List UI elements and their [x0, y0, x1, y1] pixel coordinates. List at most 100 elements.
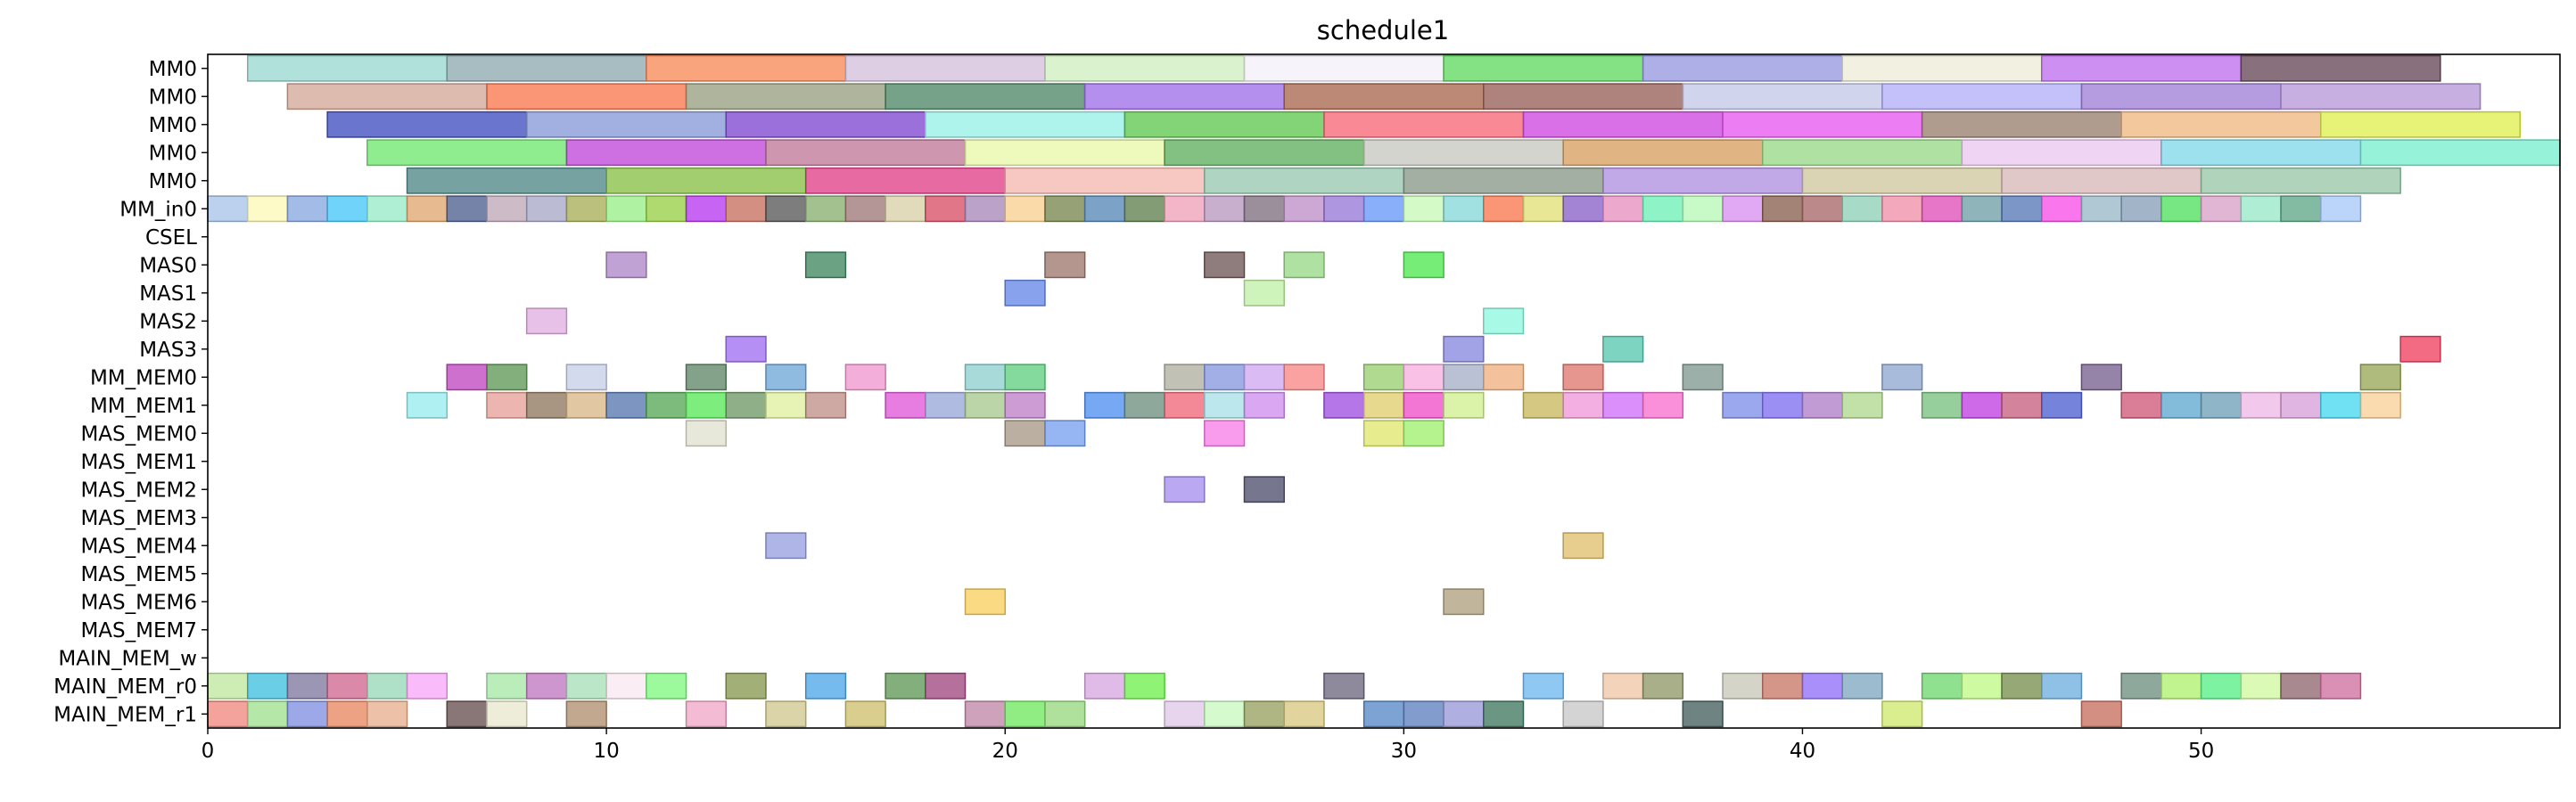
task-bar: [1204, 391, 1246, 419]
task-bar: [1044, 420, 1086, 447]
task-bar: [765, 364, 807, 391]
task-bar: [1602, 335, 1644, 363]
task-bar: [246, 54, 449, 82]
task-bar: [1403, 364, 1444, 391]
y-tick-label: MM0: [149, 86, 197, 109]
task-bar: [1522, 110, 1724, 138]
task-bar: [2080, 364, 2122, 391]
task-bar: [486, 364, 528, 391]
y-tick-label: MAS_MEM4: [80, 535, 197, 558]
task-bar: [1083, 391, 1126, 419]
task-bar: [446, 364, 488, 391]
task-bar: [1921, 391, 1963, 419]
task-bar: [1164, 139, 1365, 167]
task-bar: [525, 195, 568, 223]
task-bar: [725, 391, 767, 419]
task-bar: [1642, 54, 1843, 82]
y-tick-label: MM_MEM0: [90, 366, 197, 389]
task-bar: [1243, 54, 1444, 82]
task-bar: [1762, 195, 1804, 223]
task-bar: [646, 672, 687, 700]
task-bar: [326, 700, 368, 728]
task-bar: [486, 195, 528, 223]
task-bar: [1443, 391, 1485, 419]
task-bar: [2359, 391, 2401, 419]
task-bar: [1004, 364, 1046, 391]
x-tick-label: 0: [202, 740, 215, 763]
task-bar: [1841, 195, 1883, 223]
task-bar: [1123, 391, 1165, 419]
task-bar: [2200, 391, 2243, 419]
task-bar: [1562, 391, 1604, 419]
task-bar: [286, 195, 328, 223]
task-bar: [964, 700, 1006, 728]
task-bar: [1204, 167, 1405, 194]
task-bar: [1243, 364, 1285, 391]
task-bar: [1323, 391, 1365, 419]
task-bar: [885, 391, 926, 419]
task-bar: [1362, 420, 1405, 447]
task-bar: [2001, 391, 2043, 419]
task-bar: [804, 167, 1006, 194]
task-bar: [2080, 700, 2122, 728]
task-bar: [2120, 195, 2162, 223]
y-tick-label: MAIN_MEM_r1: [53, 703, 197, 726]
task-bar: [1044, 700, 1086, 728]
y-tick-label: MAS_MEM5: [80, 563, 197, 586]
task-bar: [925, 110, 1126, 138]
task-bar: [804, 391, 847, 419]
task-bar: [885, 672, 926, 700]
task-bar: [1483, 700, 1525, 728]
task-bar: [406, 167, 607, 194]
task-bar: [1243, 195, 1285, 223]
task-bar: [925, 195, 967, 223]
task-bar: [486, 672, 528, 700]
task-bar: [366, 139, 568, 167]
task-bar: [2001, 672, 2043, 700]
task-bar: [486, 700, 528, 728]
task-bar: [1164, 195, 1206, 223]
task-bar: [1722, 110, 1923, 138]
task-bar: [1083, 83, 1285, 110]
y-tick-label: MAS_MEM2: [80, 479, 197, 502]
task-bar: [326, 195, 368, 223]
task-bar: [1283, 251, 1325, 279]
task-bar: [1362, 700, 1405, 728]
task-bar: [1483, 307, 1525, 335]
task-bar: [1921, 110, 2122, 138]
task-bar: [605, 391, 647, 419]
task-bar: [1961, 139, 2162, 167]
task-bar: [1004, 700, 1046, 728]
task-bar: [565, 195, 607, 223]
task-bar: [1323, 672, 1365, 700]
task-bar: [804, 672, 847, 700]
y-tick-label: MM_in0: [119, 198, 197, 221]
task-bar: [446, 195, 488, 223]
task-bar: [525, 307, 568, 335]
task-bar: [1642, 391, 1684, 419]
task-bar: [1881, 700, 1923, 728]
task-bar: [964, 391, 1006, 419]
task-bar: [1642, 672, 1684, 700]
task-bar: [1682, 195, 1724, 223]
task-bar: [525, 672, 568, 700]
task-bar: [1283, 364, 1325, 391]
task-bar: [1801, 391, 1843, 419]
task-bar: [2280, 391, 2322, 419]
task-bar: [605, 195, 647, 223]
task-bar: [1562, 532, 1604, 560]
task-bar: [2120, 672, 2162, 700]
task-bar: [1164, 700, 1206, 728]
task-bar: [1004, 420, 1046, 447]
task-bar: [2399, 335, 2441, 363]
task-bar: [2160, 139, 2362, 167]
task-bar: [406, 391, 449, 419]
x-tick-label: 40: [1790, 740, 1815, 763]
task-bar: [804, 195, 847, 223]
task-bar: [1004, 279, 1046, 307]
task-bar: [964, 588, 1006, 616]
task-bar: [1283, 700, 1325, 728]
task-bar: [486, 391, 528, 419]
task-bar: [1204, 195, 1246, 223]
task-bar: [2160, 195, 2202, 223]
